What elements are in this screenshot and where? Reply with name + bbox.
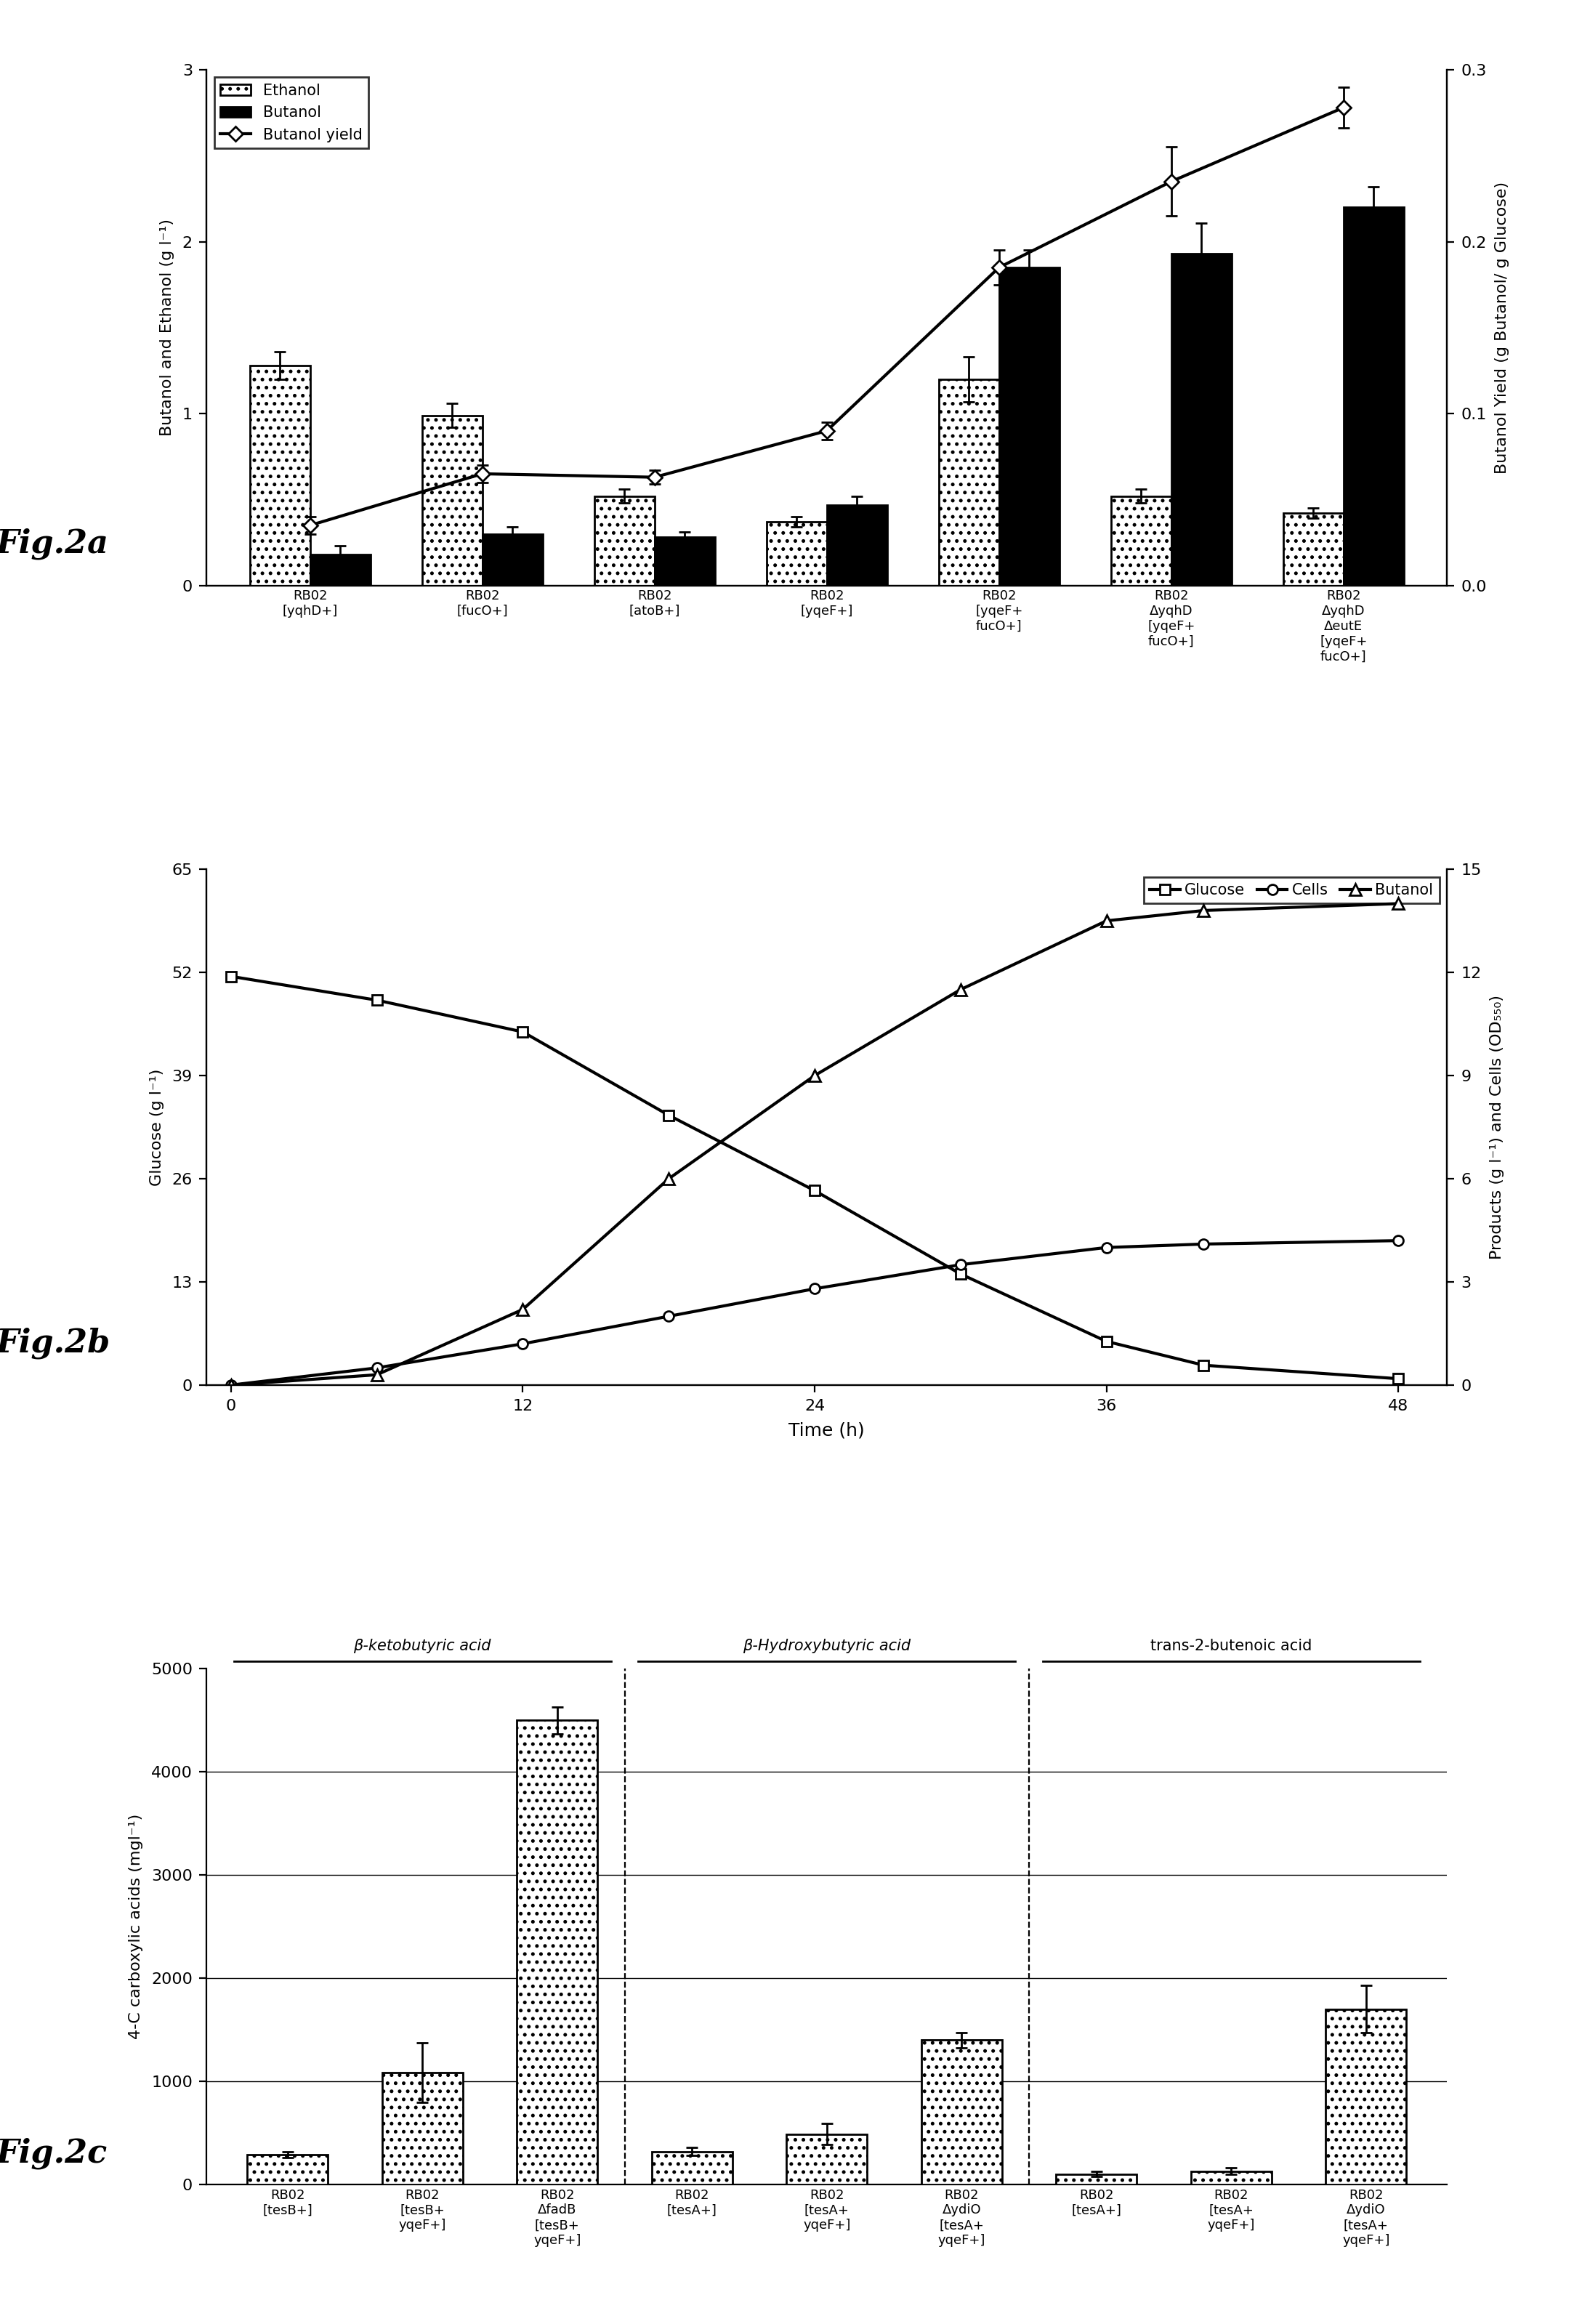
Bar: [517, 1720, 598, 2185]
Bar: [482, 535, 542, 586]
Bar: [382, 2073, 463, 2185]
Y-axis label: Butanol and Ethanol (g l⁻¹): Butanol and Ethanol (g l⁻¹): [159, 218, 175, 437]
Y-axis label: Glucose (g l⁻¹): Glucose (g l⁻¹): [149, 1069, 164, 1185]
Bar: [999, 267, 1059, 586]
Bar: [787, 2133, 867, 2185]
Text: Fig.2c: Fig.2c: [0, 2138, 107, 2168]
Text: β-Hydroxybutyric acid: β-Hydroxybutyric acid: [743, 1638, 911, 1652]
Bar: [595, 495, 655, 586]
Y-axis label: Products (g l⁻¹) and Cells (OD₅₅₀): Products (g l⁻¹) and Cells (OD₅₅₀): [1490, 995, 1504, 1260]
Text: Fig.2a: Fig.2a: [0, 528, 108, 560]
Bar: [310, 555, 370, 586]
Bar: [1191, 2171, 1272, 2185]
Bar: [246, 2154, 328, 2185]
Bar: [421, 416, 482, 586]
Bar: [1056, 2175, 1137, 2185]
Bar: [766, 523, 827, 586]
Bar: [1326, 2010, 1407, 2185]
Bar: [1172, 253, 1232, 586]
Y-axis label: 4-C carboxylic acids (mgl⁻¹): 4-C carboxylic acids (mgl⁻¹): [129, 1815, 143, 2040]
X-axis label: Time (h): Time (h): [789, 1422, 865, 1439]
Bar: [938, 379, 999, 586]
Legend: Glucose, Cells, Butanol: Glucose, Cells, Butanol: [1143, 876, 1439, 904]
Text: Fig.2b: Fig.2b: [0, 1327, 110, 1360]
Bar: [827, 504, 887, 586]
Bar: [1283, 514, 1344, 586]
Bar: [1344, 207, 1404, 586]
Text: trans-2-butenoic acid: trans-2-butenoic acid: [1151, 1638, 1312, 1652]
Y-axis label: Butanol Yield (g Butanol/ g Glucose): Butanol Yield (g Butanol/ g Glucose): [1495, 181, 1509, 474]
Bar: [652, 2152, 733, 2185]
Text: β-ketobutyric acid: β-ketobutyric acid: [353, 1638, 491, 1652]
Bar: [921, 2040, 1002, 2185]
Bar: [250, 365, 310, 586]
Bar: [1111, 495, 1172, 586]
Legend: Ethanol, Butanol, Butanol yield: Ethanol, Butanol, Butanol yield: [215, 77, 369, 149]
Bar: [655, 537, 716, 586]
